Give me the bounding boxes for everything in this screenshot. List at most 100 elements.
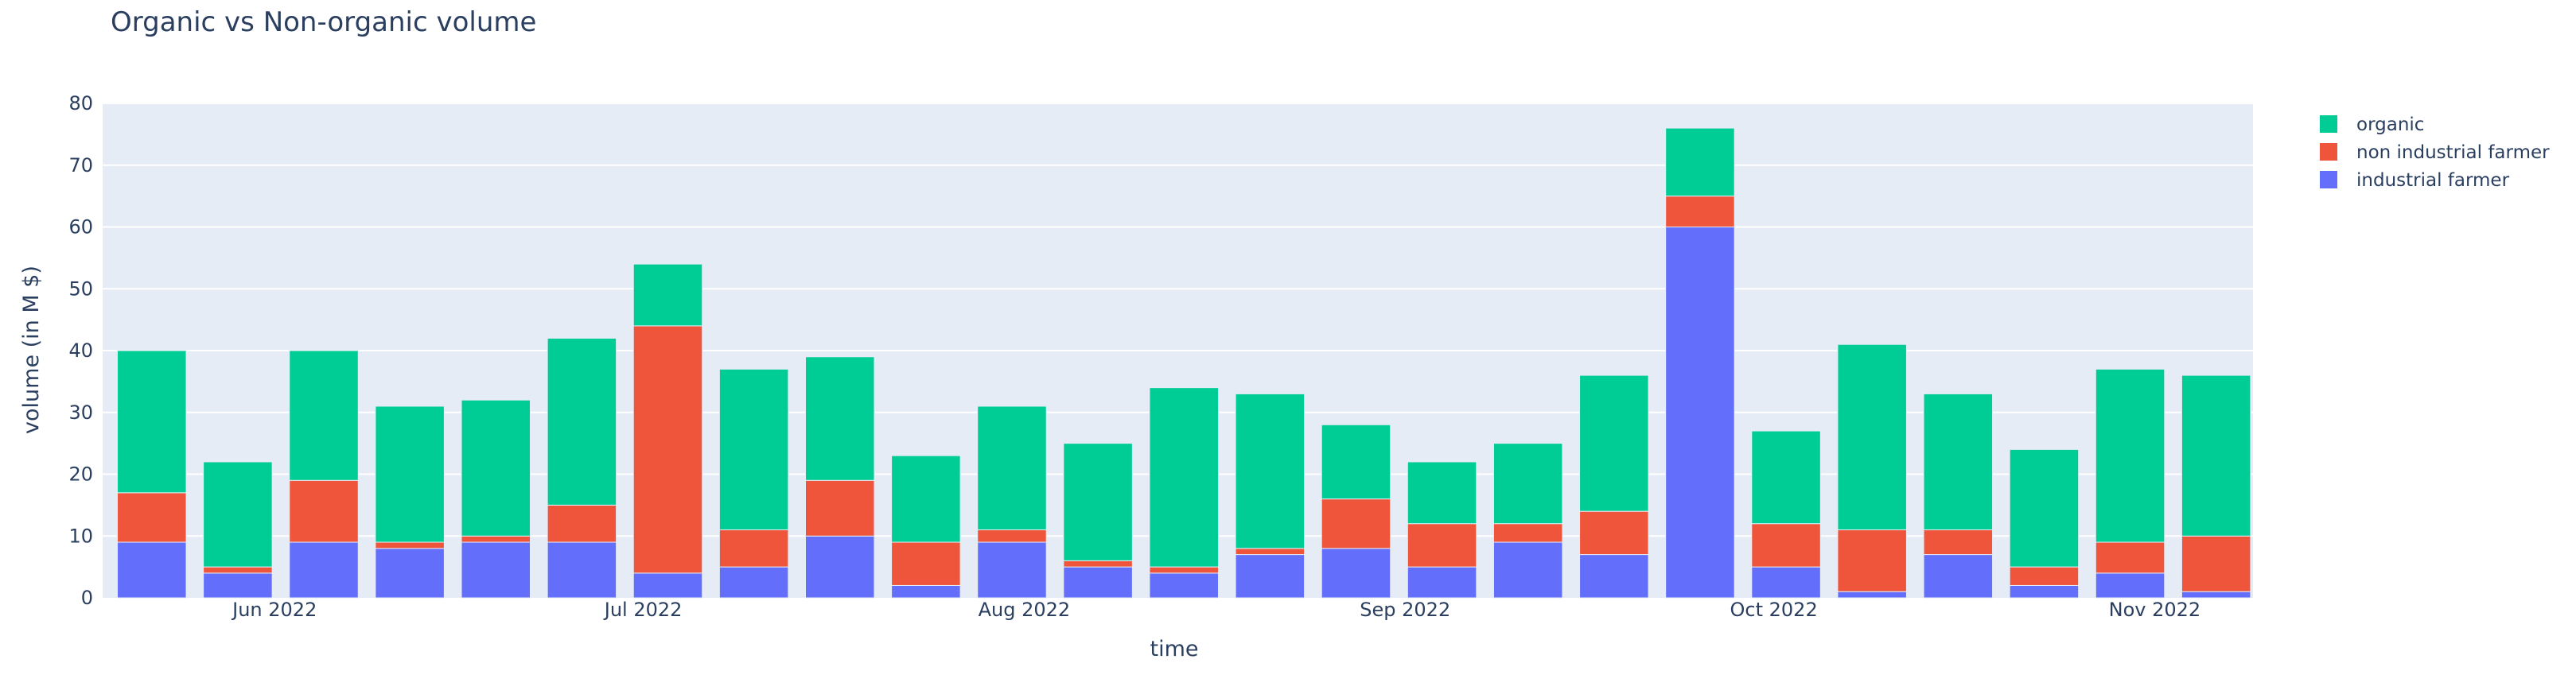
bar-organic[interactable] <box>461 399 531 537</box>
bar-industrial-farmer[interactable] <box>1751 566 1821 599</box>
bar-organic[interactable] <box>547 337 617 506</box>
bar-organic[interactable] <box>2181 374 2251 537</box>
bar-industrial-farmer[interactable] <box>1837 591 1907 599</box>
bar-organic[interactable] <box>2095 368 2165 543</box>
legend-swatch[interactable] <box>2320 115 2337 133</box>
bar-organic[interactable] <box>289 350 359 481</box>
bar-non-industrial-farmer[interactable] <box>2009 566 2080 586</box>
bar-organic[interactable] <box>1149 387 1219 568</box>
bar-non-industrial-farmer[interactable] <box>117 492 187 543</box>
bar-non-industrial-farmer[interactable] <box>1149 566 1219 574</box>
bar-non-industrial-farmer[interactable] <box>1579 510 1649 556</box>
bar-non-industrial-farmer[interactable] <box>461 535 531 543</box>
bar-non-industrial-farmer[interactable] <box>891 541 961 586</box>
x-tick-labels: Jun 2022 Jul 2022 Aug 2022 Sep 2022 Oct 2022… <box>231 599 2200 621</box>
bar-industrial-farmer[interactable] <box>1923 554 1994 599</box>
bar-industrial-farmer[interactable] <box>2181 591 2251 599</box>
bar-organic[interactable] <box>804 356 875 481</box>
bar-industrial-farmer[interactable] <box>461 541 531 599</box>
bar-industrial-farmer[interactable] <box>203 572 273 599</box>
bar-organic[interactable] <box>1751 430 1821 525</box>
bar-organic[interactable] <box>203 461 273 568</box>
bar-non-industrial-farmer[interactable] <box>718 529 789 568</box>
bar-industrial-farmer[interactable] <box>632 572 703 599</box>
bar-organic[interactable] <box>977 405 1047 530</box>
bar-industrial-farmer[interactable] <box>289 541 359 599</box>
legend-label[interactable]: non industrial farmer <box>2356 142 2550 163</box>
y-tick-label: 30 <box>68 401 93 424</box>
bar-industrial-farmer[interactable] <box>1321 548 1391 599</box>
y-tick-label: 70 <box>68 154 93 176</box>
y-tick-label: 10 <box>68 525 93 547</box>
bar-non-industrial-farmer[interactable] <box>289 479 359 543</box>
bar-non-industrial-farmer[interactable] <box>804 479 875 537</box>
y-tick-label: 0 <box>81 587 93 609</box>
bar-industrial-farmer[interactable] <box>891 584 961 599</box>
bar-organic[interactable] <box>1235 393 1306 549</box>
chart-title: Organic vs Non-organic volume <box>111 6 536 38</box>
bar-organic[interactable] <box>375 405 445 543</box>
legend-label[interactable]: industrial farmer <box>2356 170 2510 191</box>
bar-organic[interactable] <box>117 350 187 494</box>
bar-industrial-farmer[interactable] <box>1149 572 1219 599</box>
bar-industrial-farmer[interactable] <box>1407 566 1477 599</box>
legend-swatch[interactable] <box>2320 143 2337 161</box>
x-axis-title: time <box>1150 637 1198 661</box>
bar-industrial-farmer[interactable] <box>1665 227 1735 599</box>
y-tick-label: 40 <box>68 339 93 362</box>
bar-non-industrial-farmer[interactable] <box>1321 498 1391 549</box>
bar-industrial-farmer[interactable] <box>1492 541 1563 599</box>
bars[interactable] <box>117 127 2251 599</box>
legend[interactable]: organic non industrial farmer industrial f… <box>2320 114 2550 191</box>
y-tick-label: 20 <box>68 463 93 486</box>
bar-industrial-farmer[interactable] <box>547 541 617 599</box>
bar-organic[interactable] <box>1665 127 1735 197</box>
bar-organic[interactable] <box>891 455 961 543</box>
bar-non-industrial-farmer[interactable] <box>1235 548 1306 556</box>
bar-organic[interactable] <box>1579 374 1649 512</box>
bar-industrial-farmer[interactable] <box>375 548 445 599</box>
bar-industrial-farmer[interactable] <box>977 541 1047 599</box>
bar-non-industrial-farmer[interactable] <box>2181 535 2251 592</box>
bar-organic[interactable] <box>1923 393 1994 530</box>
bar-non-industrial-farmer[interactable] <box>2095 541 2165 574</box>
bar-non-industrial-farmer[interactable] <box>547 504 617 543</box>
bar-industrial-farmer[interactable] <box>2095 572 2165 599</box>
y-axis-title: volume (in M $) <box>19 266 44 434</box>
bar-non-industrial-farmer[interactable] <box>1837 529 1907 592</box>
bar-organic[interactable] <box>1063 443 1133 561</box>
bar-non-industrial-farmer[interactable] <box>375 541 445 549</box>
y-tick-label: 50 <box>68 277 93 300</box>
bar-organic[interactable] <box>1837 343 1907 530</box>
bar-non-industrial-farmer[interactable] <box>1407 523 1477 568</box>
bar-non-industrial-farmer[interactable] <box>203 566 273 574</box>
bar-non-industrial-farmer[interactable] <box>1063 560 1133 568</box>
bar-organic[interactable] <box>1407 461 1477 525</box>
bar-industrial-farmer[interactable] <box>117 541 187 599</box>
bar-industrial-farmer[interactable] <box>804 535 875 599</box>
bar-non-industrial-farmer[interactable] <box>632 325 703 574</box>
bar-non-industrial-farmer[interactable] <box>1923 529 1994 556</box>
legend-swatch[interactable] <box>2320 171 2337 188</box>
bar-industrial-farmer[interactable] <box>2009 584 2080 599</box>
x-tick-label: Jun 2022 <box>231 599 317 621</box>
bar-non-industrial-farmer[interactable] <box>1751 523 1821 568</box>
bar-industrial-farmer[interactable] <box>1063 566 1133 599</box>
bar-industrial-farmer[interactable] <box>718 566 789 599</box>
bar-organic[interactable] <box>1321 424 1391 500</box>
bar-non-industrial-farmer[interactable] <box>1492 523 1563 543</box>
bar-organic[interactable] <box>2009 448 2080 568</box>
y-tick-labels: 0 10 20 30 40 50 60 70 80 <box>68 92 93 609</box>
legend-label[interactable]: organic <box>2356 114 2424 135</box>
bar-organic[interactable] <box>632 263 703 327</box>
bar-organic[interactable] <box>718 368 789 530</box>
bar-industrial-farmer[interactable] <box>1579 554 1649 599</box>
bar-non-industrial-farmer[interactable] <box>977 529 1047 543</box>
bar-industrial-farmer[interactable] <box>1235 554 1306 599</box>
x-tick-label: Jul 2022 <box>603 599 683 621</box>
bar-organic[interactable] <box>1492 443 1563 525</box>
x-tick-label: Sep 2022 <box>1360 599 1450 621</box>
x-tick-label: Aug 2022 <box>979 599 1071 621</box>
bar-non-industrial-farmer[interactable] <box>1665 196 1735 227</box>
